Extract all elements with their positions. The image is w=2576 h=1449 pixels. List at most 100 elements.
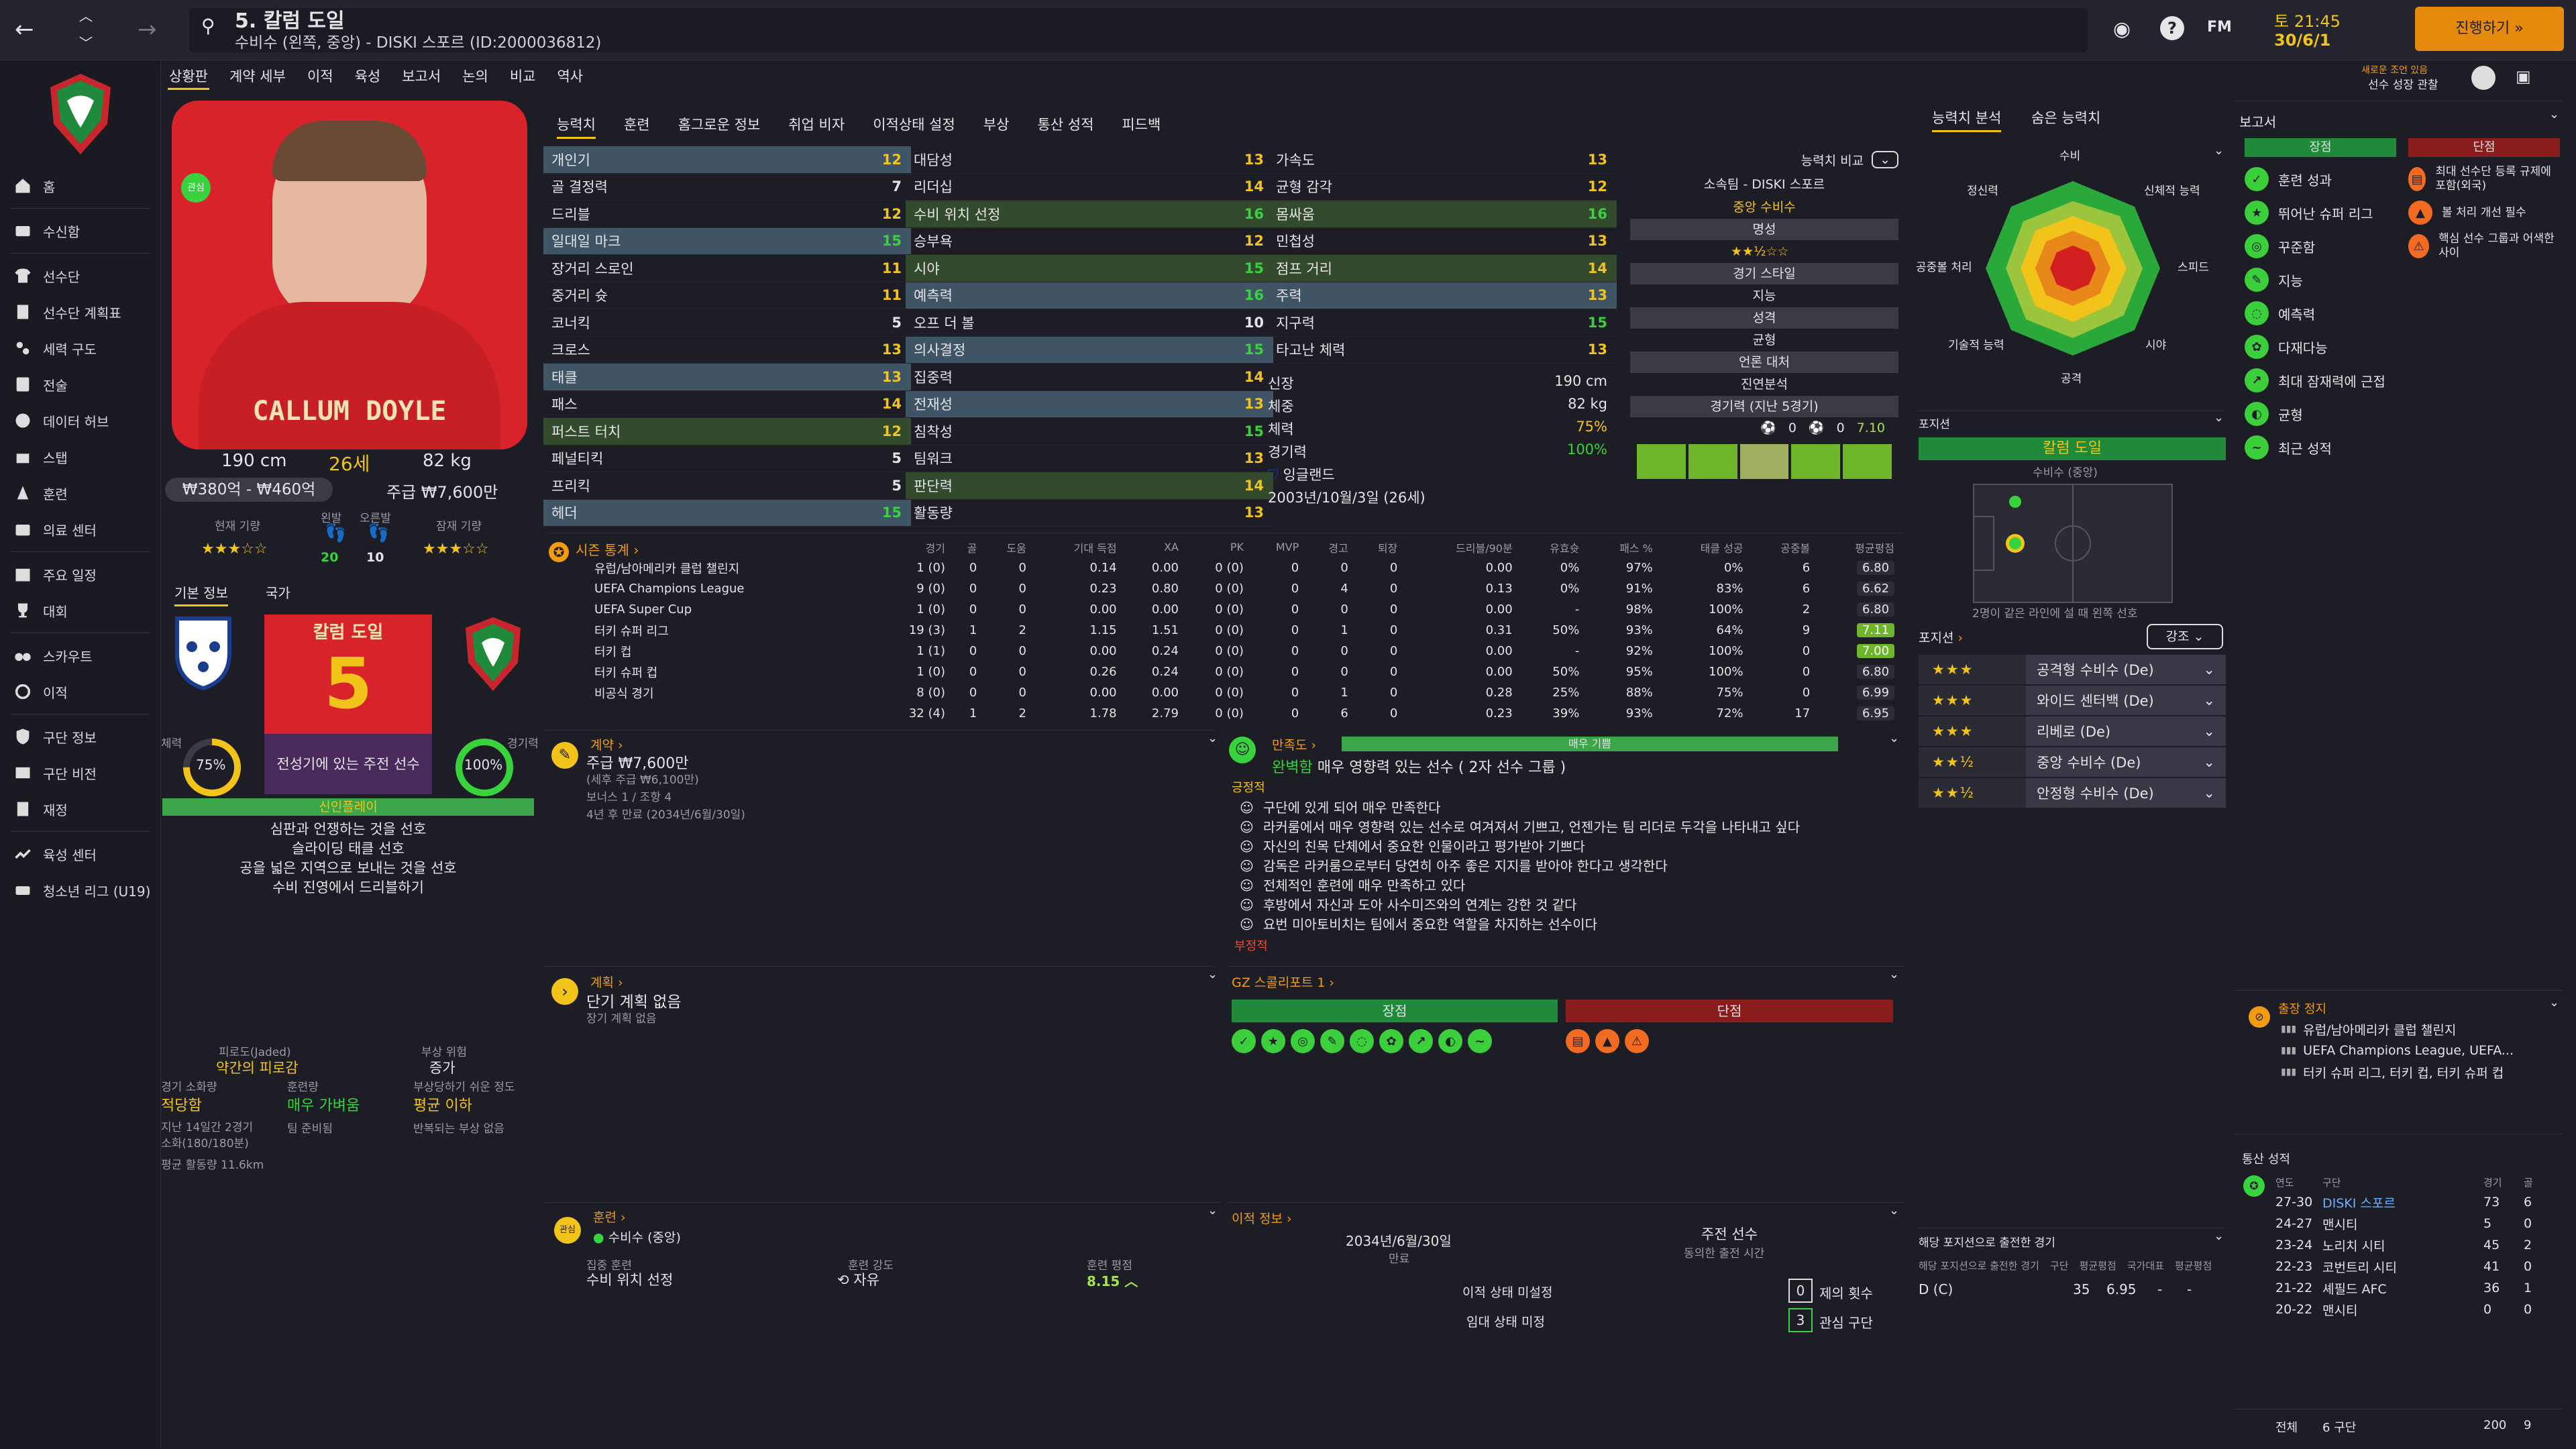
stats-header-cell[interactable]: 패스 %: [1619, 541, 1653, 555]
interested-clubs-count[interactable]: 3: [1788, 1308, 1813, 1332]
attribute-row[interactable]: 드리블 12: [543, 201, 911, 228]
career-row[interactable]: 22-23 코번트리 시티 41 0: [2275, 1256, 2557, 1277]
stats-row[interactable]: 32 (4) 1 2 1.78 2.79 0 (0) 0 6 0 0.23 39% 93% 72% 17 6…: [590, 703, 1898, 724]
tab-work-permit[interactable]: 취업 비자: [788, 117, 845, 133]
scout-anticipation-icon[interactable]: ◌: [1350, 1029, 1374, 1053]
subnav-contract[interactable]: 계약 세부: [229, 68, 286, 85]
career-club[interactable]: 코번트리 시티: [2322, 1260, 2397, 1275]
stats-header-cell[interactable]: 경고: [1328, 541, 1348, 555]
career-club[interactable]: 맨시티: [2322, 1217, 2358, 1232]
career-club[interactable]: 셰필드 AFC: [2322, 1281, 2387, 1297]
attribute-row[interactable]: 승부욕 12: [906, 228, 1273, 255]
tab-nation[interactable]: 국가: [266, 585, 290, 601]
career-club[interactable]: DISKI 스포르: [2322, 1195, 2396, 1211]
role-dropdown[interactable]: 리베로 (De) ⌄: [2026, 716, 2226, 746]
sidebar-item-club-info[interactable]: 구단 정보: [0, 718, 160, 755]
role-row[interactable]: ★★½ 안정형 수비수 (De) ⌄: [1919, 778, 2226, 808]
training-title[interactable]: 훈련 ›: [593, 1210, 626, 1225]
role-row[interactable]: ★★★ 와이드 센터백 (De) ⌄: [1919, 686, 2226, 715]
attribute-row[interactable]: 중거리 슛 11: [543, 282, 911, 309]
emphasis-dropdown[interactable]: 강조 ⌄: [2147, 624, 2223, 649]
help-icon[interactable]: ?: [2160, 16, 2184, 40]
form-bar[interactable]: [1739, 444, 1789, 479]
attribute-row[interactable]: 시야 15: [906, 255, 1273, 282]
stats-row[interactable]: 터키 컵 1 (1) 0 0 0.00 0.24 0 (0) 0 0 0 0.00 - 92% 100% 0…: [590, 641, 1898, 661]
sidebar-item-scouting[interactable]: 스카우트: [0, 637, 160, 674]
player-value[interactable]: ₩380억 - ₩460억: [165, 478, 333, 502]
tab-transfer-status[interactable]: 이적상태 설정: [873, 117, 955, 133]
report-strength-item[interactable]: ↗ 최대 잠재력에 근접: [2245, 364, 2399, 397]
training-collapse-icon[interactable]: ⌄: [1208, 1203, 1218, 1218]
report-strength-item[interactable]: ✓ 훈련 성과: [2245, 162, 2399, 196]
tab-feedback[interactable]: 피드백: [1122, 117, 1161, 133]
attribute-row[interactable]: 장거리 스로인 11: [543, 255, 911, 282]
roles-title[interactable]: 포지션 ›: [1919, 631, 1964, 645]
attribute-row[interactable]: 크로스 13: [543, 337, 911, 364]
attribute-row[interactable]: 페널티킥 5: [543, 445, 911, 472]
scout-versatility-icon[interactable]: ✿: [1379, 1029, 1403, 1053]
sidebar-item-club-vision[interactable]: 구단 비전: [0, 755, 160, 791]
career-row[interactable]: 23-24 노리치 시티 45 2: [2275, 1234, 2557, 1256]
attribute-row[interactable]: 점프 거리 14: [1268, 255, 1617, 282]
tab-basic-info[interactable]: 기본 정보: [174, 582, 228, 606]
attribute-row[interactable]: 오프 더 볼 10: [906, 309, 1273, 337]
tab-attribute-analysis[interactable]: 능력치 분석: [1932, 107, 2002, 132]
view-toggle-icon[interactable]: ▣: [2516, 67, 2531, 86]
tab-attributes[interactable]: 능력치: [557, 114, 596, 139]
subnav-development[interactable]: 육성: [354, 68, 381, 85]
stats-row[interactable]: 터키 슈퍼 컵 1 (0) 0 0 0.26 0.24 0 (0) 0 0 0 0.00 50% 95%…: [590, 661, 1898, 682]
sidebar-item-development[interactable]: 육성 센터: [0, 836, 160, 872]
sidebar-item-squad[interactable]: 선수단: [0, 258, 160, 294]
attribute-row[interactable]: 판단력 14: [906, 472, 1273, 500]
stats-header-cell[interactable]: 공중볼: [1780, 541, 1811, 555]
attribute-row[interactable]: 팀워크 13: [906, 445, 1273, 472]
attribute-row[interactable]: 주력 13: [1268, 282, 1617, 309]
career-row[interactable]: 24-27 맨시티 5 0: [2275, 1213, 2557, 1234]
attribute-row[interactable]: 집중력 14: [906, 364, 1273, 391]
attribute-row[interactable]: 리더십 14: [906, 174, 1273, 201]
bio-nation-row[interactable]: ⛉ 잉글랜드: [1268, 464, 1617, 487]
subnav-reports[interactable]: 보고서: [402, 68, 441, 85]
attribute-row[interactable]: 전재성 13: [906, 390, 1273, 418]
search-icon[interactable]: ⚲: [201, 15, 215, 37]
subnav-discuss[interactable]: 논의: [462, 68, 488, 85]
form-bar[interactable]: [1688, 444, 1737, 479]
plan-collapse-icon[interactable]: ⌄: [1208, 967, 1218, 981]
report-strength-item[interactable]: ◌ 예측력: [2245, 297, 2399, 330]
attribute-row[interactable]: 코너킥 5: [543, 309, 911, 337]
attribute-row[interactable]: 타고난 체력 13: [1268, 337, 1617, 364]
tab-homegrown[interactable]: 홈그로운 정보: [678, 117, 761, 133]
report-strength-item[interactable]: ~ 최근 성적: [2245, 431, 2399, 464]
attribute-row[interactable]: 가속도 13: [1268, 146, 1617, 174]
attribute-row[interactable]: 패스 14: [543, 391, 911, 418]
scout-collapse-icon[interactable]: ⌄: [1889, 967, 1900, 981]
career-row[interactable]: 27-30 DISKI 스포르 73 6: [2275, 1191, 2557, 1213]
forward-icon[interactable]: →: [138, 16, 157, 43]
suspension-item[interactable]: ▮▮▮ 터키 슈퍼 리그, 터키 컵, 터키 슈퍼 컵: [2281, 1061, 2556, 1083]
report-weakness-item[interactable]: ⚠ 핵심 선수 그룹과 어색한 사이: [2408, 229, 2560, 263]
scout-group-icon[interactable]: ⚠: [1625, 1029, 1649, 1053]
attribute-row[interactable]: 지구력 15: [1268, 309, 1617, 337]
attribute-row[interactable]: 활동량 13: [906, 500, 1273, 527]
stats-row[interactable]: UEFA Super Cup 1 (0) 0 0 0.00 0.00 0 (0) 0 0 0 0.0…: [590, 599, 1898, 620]
transfer-collapse-icon[interactable]: ⌄: [1889, 1203, 1900, 1218]
transfer-title[interactable]: 이적 정보 ›: [1232, 1212, 1292, 1226]
apps-collapse-icon[interactable]: ⌄: [2214, 1229, 2224, 1243]
search-bar[interactable]: [189, 8, 2088, 52]
form-bar[interactable]: [1843, 444, 1892, 479]
sidebar-item-tactics[interactable]: 전술: [0, 366, 160, 402]
scout-foreign-icon[interactable]: ▤: [1566, 1029, 1590, 1053]
attribute-row[interactable]: 대담성 13: [906, 146, 1273, 174]
stats-row[interactable]: UEFA Champions League 9 (0) 0 0 0.23 0.80 0 (0…: [590, 578, 1898, 599]
role-dropdown[interactable]: 공격형 수비수 (De) ⌄: [2026, 655, 2226, 684]
sidebar-item-medical[interactable]: 의료 센터: [0, 511, 160, 547]
sidebar-item-schedule[interactable]: 주요 일정: [0, 556, 160, 592]
scout-ball-icon[interactable]: ▲: [1595, 1029, 1619, 1053]
role-row[interactable]: ★★★ 리베로 (De) ⌄: [1919, 716, 2226, 746]
sidebar-item-data-hub[interactable]: 데이터 허브: [0, 402, 160, 439]
report-strength-item[interactable]: ◐ 균형: [2245, 397, 2399, 431]
tab-training[interactable]: 훈련: [623, 117, 650, 133]
stats-header-cell[interactable]: 경기: [925, 541, 945, 555]
report-weakness-item[interactable]: ▤ 최대 선수단 등록 규제에 포함(외국): [2408, 162, 2560, 196]
sidebar-item-competitions[interactable]: 대회: [0, 592, 160, 629]
